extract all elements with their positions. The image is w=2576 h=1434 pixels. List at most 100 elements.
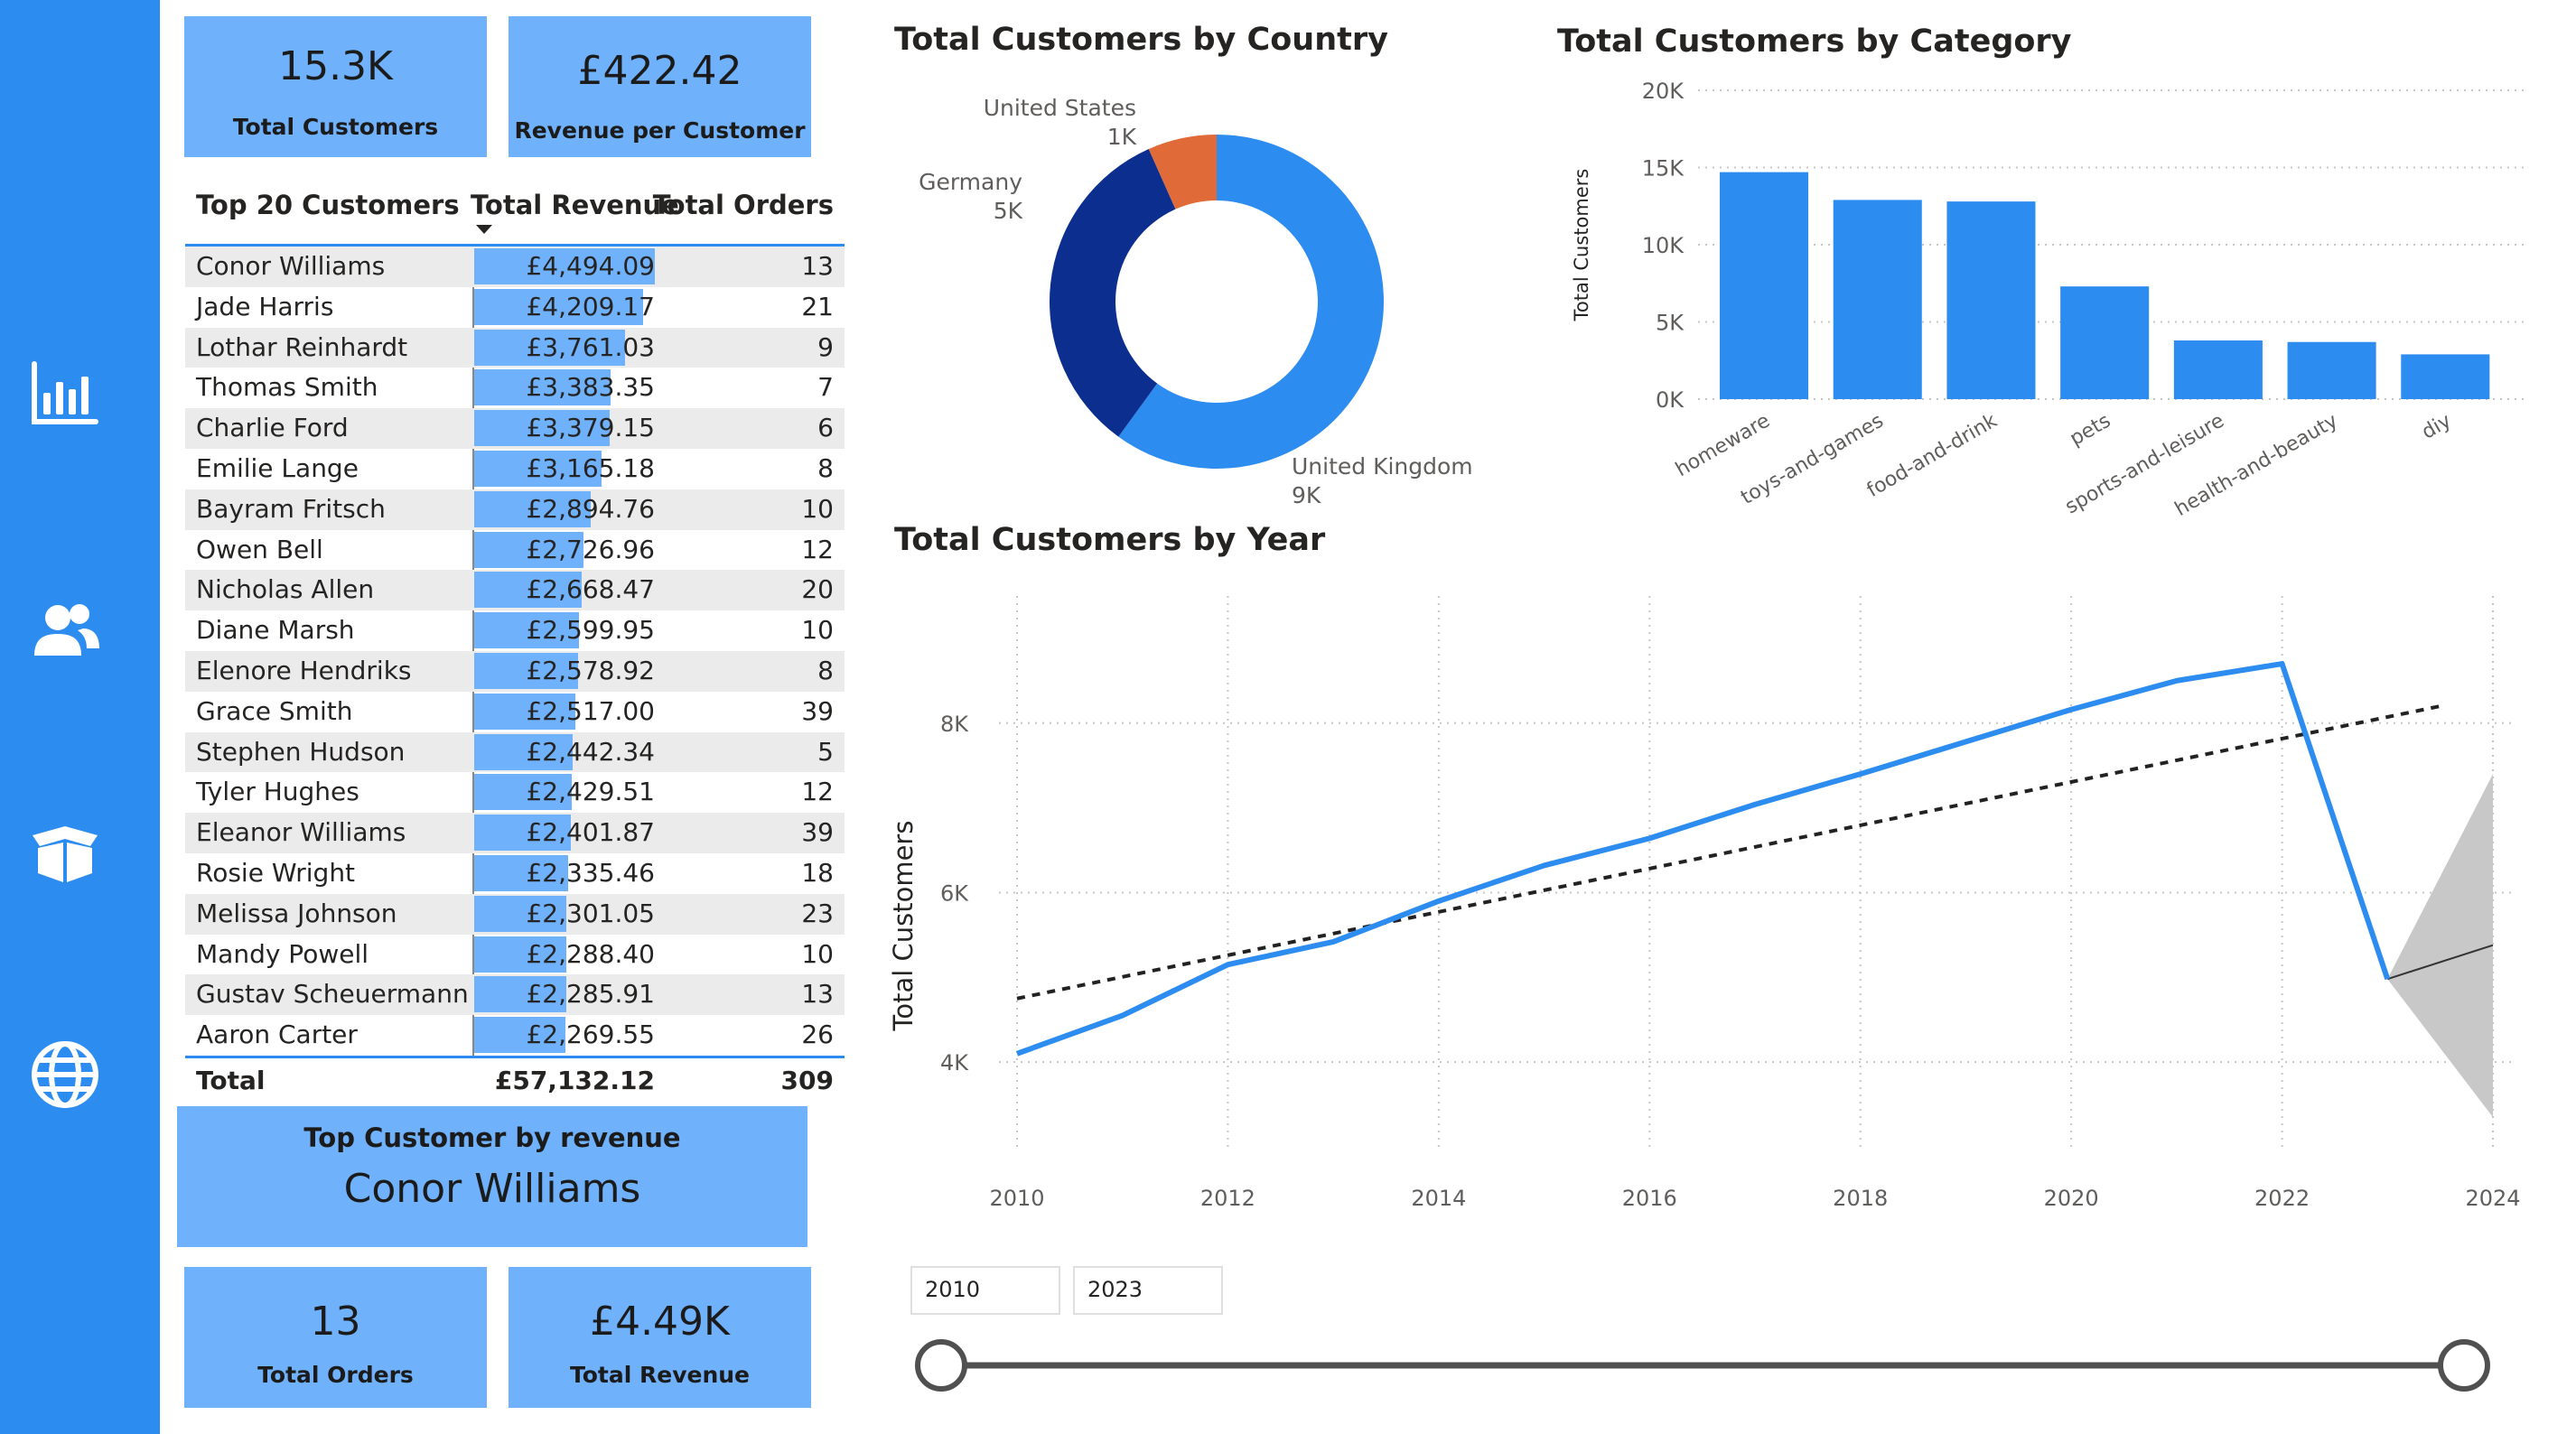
- table-row[interactable]: Thomas Smith £3,383.35 7: [185, 368, 845, 408]
- orders-value: 13: [801, 251, 834, 281]
- year-range-slider[interactable]: [903, 1327, 2511, 1400]
- table-row[interactable]: Lothar Reinhardt £3,761.03 9: [185, 327, 845, 368]
- revenue-value: £2,269.55: [526, 1020, 655, 1050]
- customer-name: Rosie Wright: [196, 857, 356, 888]
- revenue-databar: [474, 288, 644, 325]
- slider-end-handle[interactable]: [2438, 1339, 2490, 1392]
- donut-label: United Kingdom: [1292, 453, 1473, 480]
- slider-start-handle[interactable]: [915, 1339, 967, 1392]
- table-body: Conor Williams £4,494.09 13 Jade Harris £4,2…: [185, 244, 845, 1056]
- bar-toys-and-games[interactable]: [1833, 200, 1922, 399]
- revenue-value: £2,288.40: [526, 938, 655, 969]
- revenue-databar: [474, 815, 571, 852]
- table-row[interactable]: Bayram Fritsch £2,894.76 10: [185, 489, 845, 530]
- customer-name: Stephen Hudson: [196, 736, 406, 767]
- header-customers[interactable]: Top 20 Customers: [196, 190, 460, 220]
- revenue-per-customer-label: Revenue per Customer: [514, 117, 806, 144]
- donut-value-label: 5K: [994, 198, 1023, 224]
- bar-chart-icon[interactable]: [27, 355, 103, 431]
- customers-line[interactable]: [1015, 661, 2391, 1057]
- revenue-value: £2,401.87: [526, 817, 655, 848]
- customer-name: Mandy Powell: [196, 938, 369, 969]
- y-tick-label: 0K: [1656, 387, 1685, 413]
- bar-homeware[interactable]: [1720, 172, 1809, 399]
- x-tick-label: 2018: [1833, 1186, 1888, 1211]
- donut-slice-united-kingdom[interactable]: [1118, 135, 1384, 469]
- x-tick-label: 2020: [2044, 1186, 2099, 1211]
- customer-name: Tyler Hughes: [196, 777, 359, 807]
- table-row[interactable]: Tyler Hughes £2,429.51 12: [185, 772, 845, 813]
- bar-sports-and-leisure[interactable]: [2173, 340, 2263, 399]
- orders-value: 26: [801, 1020, 834, 1050]
- top-customer-value: Conor Williams: [343, 1166, 641, 1212]
- bar-pets[interactable]: [2060, 286, 2150, 399]
- y-axis-label: Total Customers: [888, 821, 919, 1032]
- table-row[interactable]: Elenore Hendriks £2,578.92 8: [185, 650, 845, 692]
- donut-slice-united-states[interactable]: [1148, 135, 1217, 210]
- revenue-databar: [474, 329, 626, 366]
- total-customers-value: 15.3K: [278, 43, 393, 89]
- orders-value: 5: [817, 736, 834, 767]
- table-row[interactable]: Charlie Ford £3,379.15 6: [185, 408, 845, 449]
- bar-health-and-beauty[interactable]: [2287, 341, 2376, 399]
- top-customer-card: Top Customer by revenue Conor Williams: [177, 1106, 807, 1247]
- total-customers-label: Total Customers: [232, 114, 439, 140]
- table-row[interactable]: Jade Harris £4,209.17 21: [185, 287, 845, 328]
- table-row[interactable]: Rosie Wright £2,335.46 18: [185, 853, 845, 894]
- customer-name: Grace Smith: [196, 695, 353, 726]
- table-row[interactable]: Diane Marsh £2,599.95 10: [185, 610, 845, 651]
- orders-value: 8: [817, 655, 834, 685]
- users-icon[interactable]: [27, 592, 103, 668]
- revenue-value: £2,726.96: [526, 534, 655, 564]
- table-row[interactable]: Aaron Carter £2,269.55 26: [185, 1015, 845, 1056]
- customer-name: Eleanor Williams: [196, 817, 406, 848]
- bar-food-and-drink[interactable]: [1946, 201, 2036, 399]
- table-row[interactable]: Mandy Powell £2,288.40 10: [185, 935, 845, 975]
- table-row[interactable]: Conor Williams £4,494.09 13: [185, 247, 845, 287]
- box-icon[interactable]: [27, 815, 103, 891]
- revenue-value: £2,599.95: [526, 615, 655, 646]
- table-row[interactable]: Stephen Hudson £2,442.34 5: [185, 731, 845, 773]
- y-tick-label: 15K: [1642, 156, 1685, 182]
- revenue-value: £2,894.76: [526, 493, 655, 524]
- table-row[interactable]: Grace Smith £2,517.00 39: [185, 692, 845, 732]
- table-row[interactable]: Owen Bell £2,726.96 12: [185, 530, 845, 571]
- y-tick-label: 8K: [940, 712, 969, 737]
- revenue-databar: [474, 490, 591, 527]
- customer-name: Owen Bell: [196, 534, 323, 564]
- table-row[interactable]: Melissa Johnson £2,301.05 23: [185, 893, 845, 935]
- revenue-value: £3,761.03: [526, 331, 655, 362]
- revenue-databar: [474, 1017, 565, 1054]
- revenue-databar: [474, 976, 566, 1013]
- total-orders-value: 309: [780, 1065, 834, 1095]
- sidebar: [0, 0, 160, 1434]
- table-row[interactable]: Eleanor Williams £2,401.87 39: [185, 813, 845, 853]
- slicer-start-input[interactable]: 2010: [910, 1266, 1060, 1315]
- customer-name: Diane Marsh: [196, 615, 355, 646]
- revenue-databar: [474, 693, 575, 730]
- table-row[interactable]: Gustav Scheuermann £2,285.91 13: [185, 974, 845, 1016]
- bar-diy[interactable]: [2401, 354, 2490, 399]
- customer-name: Conor Williams: [196, 251, 386, 281]
- table-row[interactable]: Emilie Lange £3,165.18 8: [185, 449, 845, 489]
- customer-name: Jade Harris: [196, 291, 334, 321]
- table-row[interactable]: Nicholas Allen £2,668.47 20: [185, 570, 845, 611]
- table-total-row: Total £57,132.12 309: [185, 1055, 845, 1103]
- globe-icon[interactable]: [27, 1037, 103, 1113]
- orders-value: 20: [801, 574, 834, 605]
- header-total-revenue[interactable]: Total Revenue: [471, 190, 679, 220]
- slicer-end-input[interactable]: 2023: [1073, 1266, 1223, 1315]
- category-chart-title: Total Customers by Category: [1557, 23, 2072, 60]
- revenue-value: £4,494.09: [526, 251, 655, 281]
- revenue-value: £3,383.35: [526, 372, 655, 403]
- donut-slice-germany[interactable]: [1050, 148, 1176, 437]
- revenue-per-customer-value: £422.42: [577, 48, 742, 94]
- customer-name: Emilie Lange: [196, 452, 359, 483]
- header-total-orders[interactable]: Total Orders: [652, 190, 834, 220]
- donut-value-label: 1K: [1107, 124, 1137, 150]
- orders-value: 12: [801, 534, 834, 564]
- orders-value: 13: [801, 979, 834, 1010]
- donut-label: United States: [984, 95, 1136, 121]
